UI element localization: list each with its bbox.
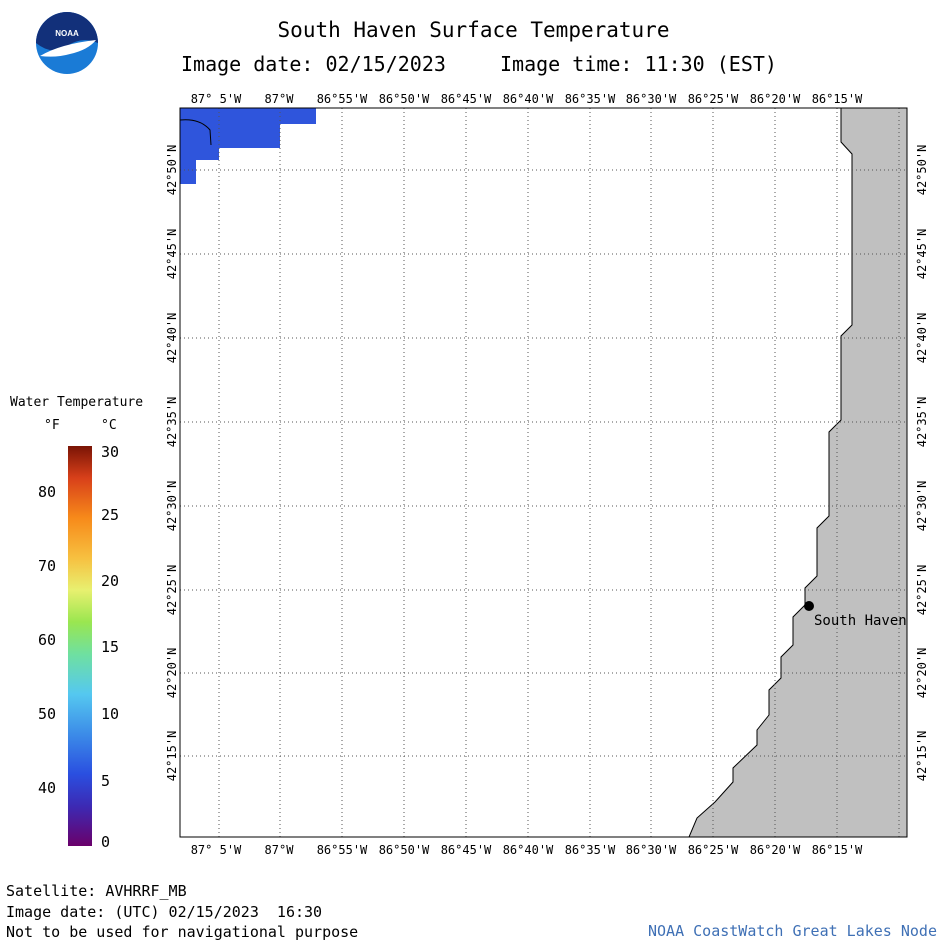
satellite-label: Satellite: AVHRRF_MB xyxy=(6,882,187,900)
lon-label: 86°45'W xyxy=(441,843,492,857)
lat-label: 42°25'N xyxy=(915,565,929,616)
lon-label: 86°50'W xyxy=(379,92,430,106)
lat-label: 42°20'N xyxy=(165,648,179,699)
north-shoreline xyxy=(179,119,212,146)
lat-label: 42°15'N xyxy=(165,731,179,782)
lon-label: 86°15'W xyxy=(812,843,863,857)
lat-label: 42°40'N xyxy=(915,313,929,364)
lat-labels-left: 42°50'N 42°45'N 42°40'N 42°35'N 42°30'N … xyxy=(165,145,179,782)
image-time-label: Image time: 11:30 (EST) xyxy=(500,52,777,76)
lat-label: 42°35'N xyxy=(165,397,179,448)
legend-tick-c: 5 xyxy=(101,772,111,790)
lon-labels-top: 87° 5'W 87°W 86°55'W 86°50'W 86°45'W 86°… xyxy=(191,92,863,106)
city-label: South Haven xyxy=(814,613,907,629)
lat-labels-right: 42°50'N 42°45'N 42°40'N 42°35'N 42°30'N … xyxy=(915,145,929,782)
legend-tick-c: 30 xyxy=(101,443,120,461)
cold-water-patch xyxy=(180,108,316,184)
legend-tick-c: 20 xyxy=(101,572,120,590)
lon-label: 86°30'W xyxy=(626,843,677,857)
lon-labels-bottom: 87° 5'W 87°W 86°55'W 86°50'W 86°45'W 86°… xyxy=(191,843,863,857)
lon-label: 86°35'W xyxy=(565,92,616,106)
lat-label: 42°25'N xyxy=(165,565,179,616)
lat-label: 42°40'N xyxy=(165,313,179,364)
lon-label: 87°W xyxy=(265,843,295,857)
lon-label: 86°55'W xyxy=(317,843,368,857)
lon-label: 86°15'W xyxy=(812,92,863,106)
legend-tick-f: 40 xyxy=(38,779,57,797)
lat-label: 42°45'N xyxy=(915,229,929,280)
footer-info: Satellite: AVHRRF_MB Image date: (UTC) 0… xyxy=(6,881,358,943)
lon-label: 86°30'W xyxy=(626,92,677,106)
lon-label: 86°20'W xyxy=(750,843,801,857)
lat-label: 42°45'N xyxy=(165,229,179,280)
lat-label: 42°35'N xyxy=(915,397,929,448)
lon-label: 86°25'W xyxy=(688,92,739,106)
legend-tick-f: 70 xyxy=(38,557,57,575)
lon-label: 86°40'W xyxy=(503,92,554,106)
lat-label: 42°30'N xyxy=(915,481,929,532)
lon-label: 87° 5'W xyxy=(191,843,242,857)
credit-label: NOAA CoastWatch Great Lakes Node xyxy=(648,922,937,940)
disclaimer-label: Not to be used for navigational purpose xyxy=(6,923,359,941)
legend-tick-f: 50 xyxy=(38,705,57,723)
lon-label: 87° 5'W xyxy=(191,92,242,106)
lon-label: 86°20'W xyxy=(750,92,801,106)
land-area xyxy=(688,107,908,838)
legend-title: Water Temperature xyxy=(10,395,144,410)
legend-unit-celsius: °C xyxy=(101,418,117,433)
legend-tick-f: 60 xyxy=(38,631,57,649)
legend-tick-c: 15 xyxy=(101,638,120,656)
lon-label: 86°50'W xyxy=(379,843,430,857)
lon-label: 86°25'W xyxy=(688,843,739,857)
legend-tick-c: 0 xyxy=(101,833,111,851)
page-title: South Haven Surface Temperature xyxy=(277,18,670,42)
lon-label: 86°35'W xyxy=(565,843,616,857)
lon-label: 86°45'W xyxy=(441,92,492,106)
lat-label: 42°50'N xyxy=(165,145,179,196)
noaa-logo-text: NOAA xyxy=(55,29,79,38)
image-date-label: Image date: 02/15/2023 xyxy=(181,52,446,76)
noaa-logo: NOAA xyxy=(36,12,98,74)
utc-date-label: Image date: (UTC) 02/15/2023 16:30 xyxy=(6,902,323,921)
temperature-colorbar xyxy=(68,446,92,846)
map-frame xyxy=(179,107,908,838)
lat-label: 42°20'N xyxy=(915,648,929,699)
map-graticule xyxy=(180,108,907,837)
legend-tick-c: 25 xyxy=(101,506,120,524)
legend-tick-c: 10 xyxy=(101,705,120,723)
lon-label: 86°40'W xyxy=(503,843,554,857)
legend-tick-f: 80 xyxy=(38,483,57,501)
lat-label: 42°15'N xyxy=(915,731,929,782)
city-marker xyxy=(804,601,814,611)
lon-label: 87°W xyxy=(265,92,295,106)
lat-label: 42°30'N xyxy=(165,481,179,532)
legend-unit-fahrenheit: °F xyxy=(44,418,60,433)
lon-label: 86°55'W xyxy=(317,92,368,106)
lat-label: 42°50'N xyxy=(915,145,929,196)
